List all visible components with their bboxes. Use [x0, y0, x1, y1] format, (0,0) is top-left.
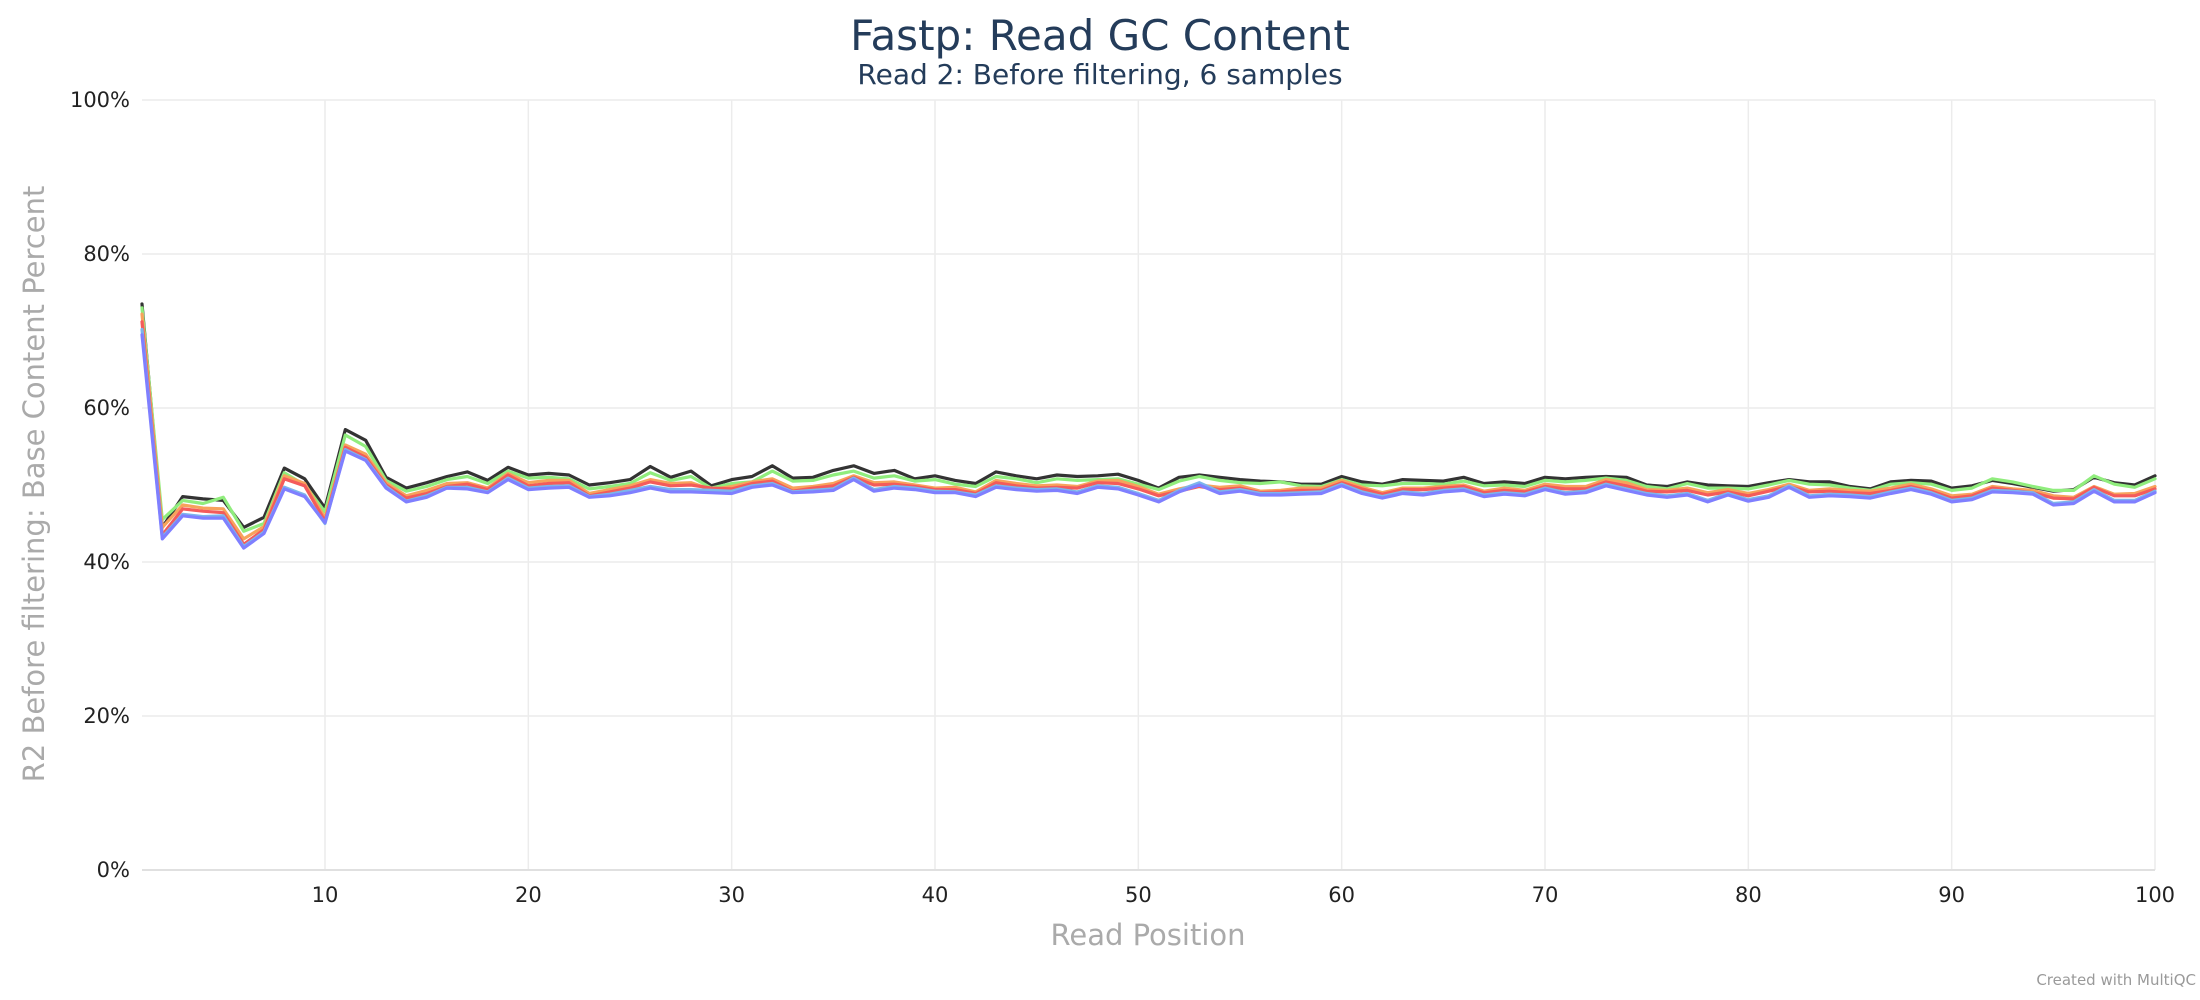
series-lines: [140, 302, 2157, 550]
series-line-4[interactable]: [140, 320, 2157, 546]
x-tick-label: 60: [1328, 883, 1355, 907]
x-tick-label: 70: [1532, 883, 1559, 907]
x-tick-label: 40: [922, 883, 949, 907]
series-line-2[interactable]: [140, 306, 2157, 533]
chart-subtitle: Read 2: Before filtering, 6 samples: [857, 58, 1342, 91]
series-line-5[interactable]: [140, 327, 2157, 549]
x-tick-label: 100: [2135, 883, 2175, 907]
x-tick-label: 30: [718, 883, 745, 907]
x-tick-label: 20: [515, 883, 542, 907]
y-tick-label: 80%: [83, 242, 130, 266]
x-tick-label: 90: [1938, 883, 1965, 907]
x-tick-label: 10: [312, 883, 339, 907]
y-tick-label: 100%: [70, 88, 130, 112]
credit-text: Created with MultiQC: [2036, 971, 2196, 989]
y-tick-label: 0%: [97, 858, 130, 882]
x-axis-ticks: 10 20 30 40 50 60 70 80 90 100: [312, 883, 2175, 907]
x-axis-label: Read Position: [1051, 918, 1246, 952]
series-line-6[interactable]: [140, 333, 2157, 550]
x-tick-label: 50: [1125, 883, 1152, 907]
series-line-3[interactable]: [140, 312, 2157, 541]
y-axis-ticks: 0% 20% 40% 60% 80% 100%: [70, 88, 130, 882]
y-tick-label: 40%: [83, 550, 130, 574]
chart-title: Fastp: Read GC Content: [850, 11, 1350, 60]
x-tick-label: 80: [1735, 883, 1762, 907]
series-line-1[interactable]: [140, 302, 2157, 530]
y-axis-label: R2 Before filtering: Base Content Percen…: [17, 186, 51, 783]
y-tick-label: 20%: [83, 704, 130, 728]
y-tick-label: 60%: [83, 396, 130, 420]
